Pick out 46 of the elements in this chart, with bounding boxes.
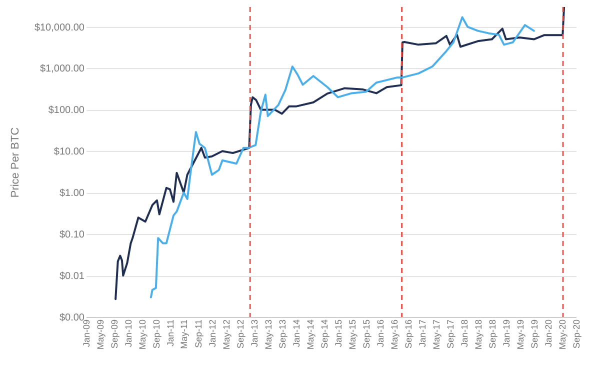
x-tick-label: Jan-10 [123,320,134,348]
x-tick-label: Jan-18 [459,320,470,348]
x-tick-label: Jan-20 [543,320,554,348]
x-tick-label: Sep-11 [193,320,204,348]
x-tick-label: Sep-20 [572,320,582,349]
x-tick-label: May-18 [473,320,484,350]
x-tick-label: Jan-15 [333,320,344,348]
x-tick-label: May-15 [347,320,358,350]
x-tick-label: Sep-10 [151,320,162,349]
x-tick-label: May-14 [305,320,316,350]
x-tick-label: Sep-13 [277,320,288,349]
x-tick-label: May-11 [179,320,190,349]
line-series [114,7,566,300]
x-tick-label: May-17 [431,320,442,350]
y-tick-label: $0.01 [59,271,85,282]
x-tick-label: Jan-12 [207,320,218,348]
x-tick-label: Sep-09 [109,320,120,349]
x-tick-label: May-19 [515,320,526,350]
x-tick-label: Jan-14 [291,320,302,348]
x-tick-label: May-20 [557,320,568,350]
x-tick-label: Jan-11 [165,320,176,346]
x-tick-label: Jan-09 [82,320,92,348]
x-tick-label: May-12 [221,320,232,350]
x-tick-label: Sep-17 [445,320,456,349]
x-tick-label: Jan-19 [501,320,512,348]
x-tick-label: May-09 [95,320,106,350]
x-tick-label: Sep-19 [529,320,540,349]
x-tick-label: May-10 [137,320,148,350]
x-tick-label: Sep-18 [487,320,498,349]
y-tick-label: $1.00 [59,188,85,200]
line-series [150,16,535,298]
y-tick-label: $10,000.00 [34,22,85,34]
x-tick-label: Sep-16 [403,320,414,349]
x-tick-label: Sep-15 [361,320,372,349]
x-tick-label: May-16 [389,320,400,350]
y-tick-label: $100.00 [48,105,85,116]
x-tick-label: Jan-13 [250,320,260,348]
y-tick-label: $10.00 [54,146,85,158]
x-tick-label: Jan-16 [375,320,386,348]
y-tick-label: $1,000.00 [40,64,85,75]
x-tick-label: Jan-17 [418,320,428,348]
y-tick-label: $0.10 [59,230,85,241]
y-axis-title: Price Per BTC [9,127,22,198]
x-tick-label: May-13 [263,320,274,350]
x-tick-label: Sep-12 [235,320,246,349]
x-tick-label: Sep-14 [319,320,330,349]
